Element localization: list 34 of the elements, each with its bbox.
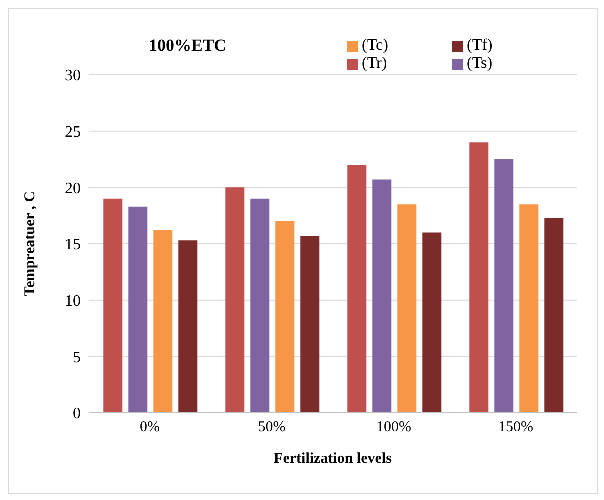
y-tick-label: 5 [73,349,81,366]
x-tick-label: 50% [258,420,286,436]
y-tick-label: 30 [65,68,81,85]
x-tick-label: 150% [498,420,534,436]
bar [544,218,564,413]
legend-label: (Tf) [467,37,494,55]
bar [372,180,392,413]
y-tick-label: 25 [65,124,81,142]
y-axis-title: Tempreatuer , C [22,191,38,297]
bar [348,165,367,413]
bar [520,204,539,413]
bar [276,221,295,413]
bar [128,206,148,413]
x-axis-title: Fertilization levels [274,451,392,467]
bar [494,160,514,413]
x-tick-label: 100% [376,420,412,436]
y-tick-label: 10 [65,293,81,310]
y-tick-label: 15 [65,236,81,254]
bar [470,142,489,413]
bar [398,204,417,413]
legend-label: (Tr) [362,55,388,73]
bar [250,198,270,413]
legend-label: (Tc) [362,37,390,55]
bar [226,188,245,413]
bar [300,236,320,413]
bar [422,232,442,413]
y-tick-label: 0 [73,406,81,423]
bar [154,230,173,413]
x-tick-label: 0% [140,420,160,436]
bar [178,240,198,413]
y-tick-label: 20 [65,180,81,198]
bar [104,198,123,413]
legend-label: (Ts) [467,55,494,73]
chart-title: 100%ETC [149,36,226,55]
